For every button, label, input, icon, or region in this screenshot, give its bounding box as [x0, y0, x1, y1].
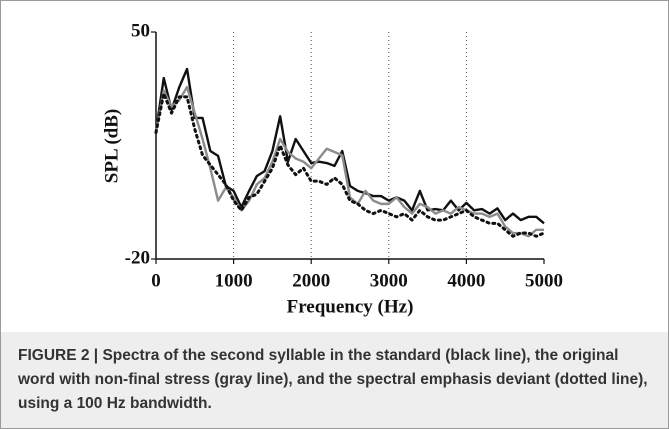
x-tick-label: 3000: [370, 270, 408, 291]
x-axis-label: Frequency (Hz): [287, 296, 414, 317]
x-tick-label: 5000: [525, 270, 563, 291]
series-line: [154, 67, 545, 225]
y-axis-label: SPL (dB): [101, 109, 122, 183]
y-tick-label: -20: [125, 247, 150, 268]
series-line: [154, 92, 546, 238]
x-tick-label: 1000: [215, 270, 253, 291]
caption-label: FIGURE 2 |: [18, 347, 99, 364]
y-tick-label: 50: [131, 20, 150, 41]
series-line: [154, 85, 544, 238]
x-tick-label: 0: [151, 270, 161, 291]
caption: FIGURE 2 | Spectra of the second syllabl…: [1, 332, 668, 428]
caption-text: Spectra of the second syllable in the st…: [18, 347, 648, 412]
x-tick-label: 4000: [447, 270, 485, 291]
x-tick-label: 2000: [292, 270, 330, 291]
chart: SPL (dB) Frequency (Hz) 0 1000 2000 3000 400…: [101, 20, 563, 317]
